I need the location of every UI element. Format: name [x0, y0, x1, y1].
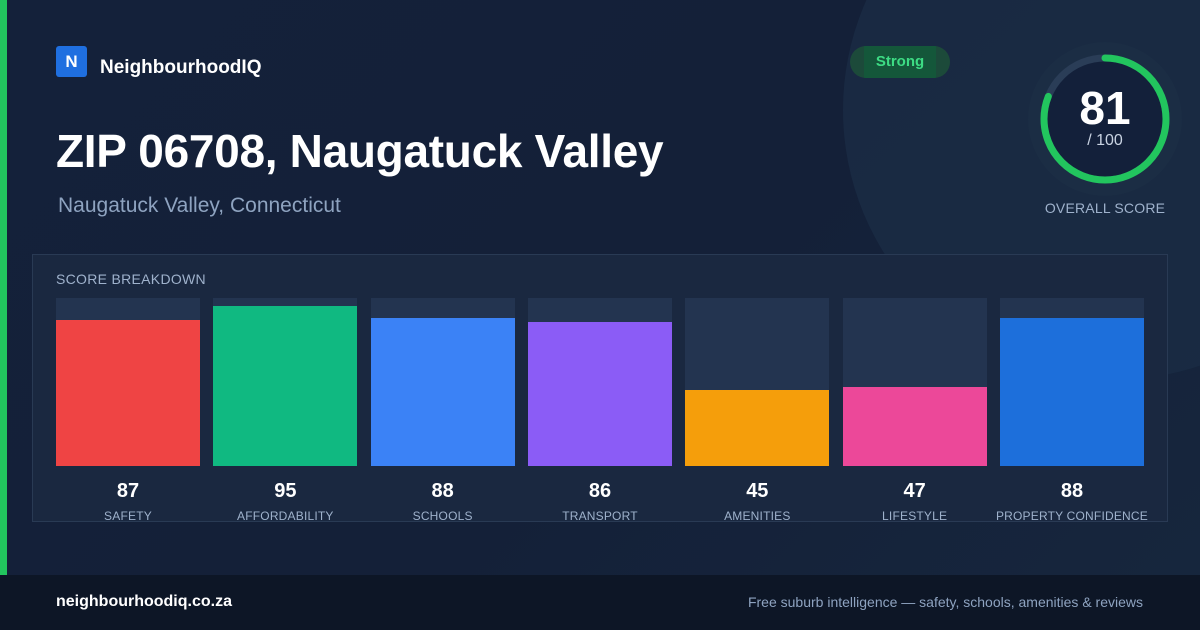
- bar-fill: [842, 387, 987, 466]
- brand-name: NeighbourhoodIQ: [100, 56, 262, 78]
- bar-track: [370, 298, 515, 466]
- bar-value-label: 95: [274, 480, 297, 502]
- bar-category-label: LIFESTYLE: [882, 509, 948, 523]
- score-breakdown-title: SCORE BREAKDOWN: [56, 271, 206, 287]
- bar-column: 95 AFFORDABILITY: [213, 298, 358, 524]
- accent-bar: [0, 0, 7, 575]
- bar-category-label: TRANSPORT: [562, 509, 638, 523]
- bar-category-label: SAFETY: [104, 509, 152, 523]
- bar-column: 88 PROPERTY CONFIDENCE: [996, 298, 1148, 524]
- bar-value-label: 87: [116, 480, 140, 502]
- footer-tagline: Free suburb intelligence — safety, schoo…: [747, 594, 1143, 610]
- bar-value-label: 45: [746, 480, 769, 502]
- score-ring-progress: [1040, 54, 1170, 184]
- overall-score-max: / 100: [1087, 132, 1123, 149]
- brand-logo-icon: N: [56, 46, 87, 77]
- bar-fill: [685, 390, 830, 466]
- bar-value-label: 88: [431, 480, 454, 502]
- status-badge-label: Strong: [875, 53, 925, 70]
- page-title: ZIP 06708, Naugatuck Valley: [56, 125, 664, 177]
- bar-fill: [527, 322, 672, 466]
- footer-site-link[interactable]: neighbourhoodiq.co.za: [56, 593, 232, 610]
- bar-fill: [213, 306, 358, 466]
- score-breakdown-chart: 87 SAFETY 95 AFFORDABILITY 88 SCHOOLS 86 TRANSP…: [56, 298, 1148, 524]
- bar-track: [842, 298, 987, 466]
- bar-value-label: 88: [1060, 480, 1084, 502]
- bar-track: [999, 298, 1144, 466]
- bar-fill: [370, 318, 515, 466]
- bar-track: [685, 298, 830, 466]
- bar-column: 47 LIFESTYLE: [842, 298, 987, 524]
- bar-track: [56, 298, 200, 466]
- status-badge-core: [864, 46, 936, 78]
- bar-fill: [56, 320, 200, 466]
- bar-track: [527, 298, 672, 466]
- overall-score-value: 81: [1079, 82, 1131, 134]
- bar-column: 86 TRANSPORT: [527, 298, 672, 524]
- bar-column: 45 AMENITIES: [685, 298, 830, 524]
- brand[interactable]: N NeighbourhoodIQ: [56, 46, 262, 78]
- bar-category-label: PROPERTY CONFIDENCE: [995, 509, 1148, 523]
- bar-category-label: AFFORDABILITY: [237, 509, 334, 523]
- bar-track: [213, 298, 358, 466]
- page-subtitle: Naugatuck Valley, Connecticut: [58, 194, 341, 217]
- bar-column: 87 SAFETY: [56, 298, 200, 524]
- overall-score-ring: [1028, 42, 1182, 196]
- footer: neighbourhoodiq.co.za Free suburb intell…: [0, 575, 1200, 630]
- bar-value-label: 47: [903, 480, 926, 502]
- bar-category-label: SCHOOLS: [412, 509, 473, 523]
- status-badge: Strong: [850, 46, 950, 78]
- bar-column: 88 SCHOOLS: [370, 298, 515, 524]
- bar-category-label: AMENITIES: [724, 509, 791, 523]
- overall-score-label: OVERALL SCORE: [1044, 200, 1166, 216]
- bar-value-label: 86: [588, 480, 612, 502]
- bar-fill: [999, 318, 1144, 466]
